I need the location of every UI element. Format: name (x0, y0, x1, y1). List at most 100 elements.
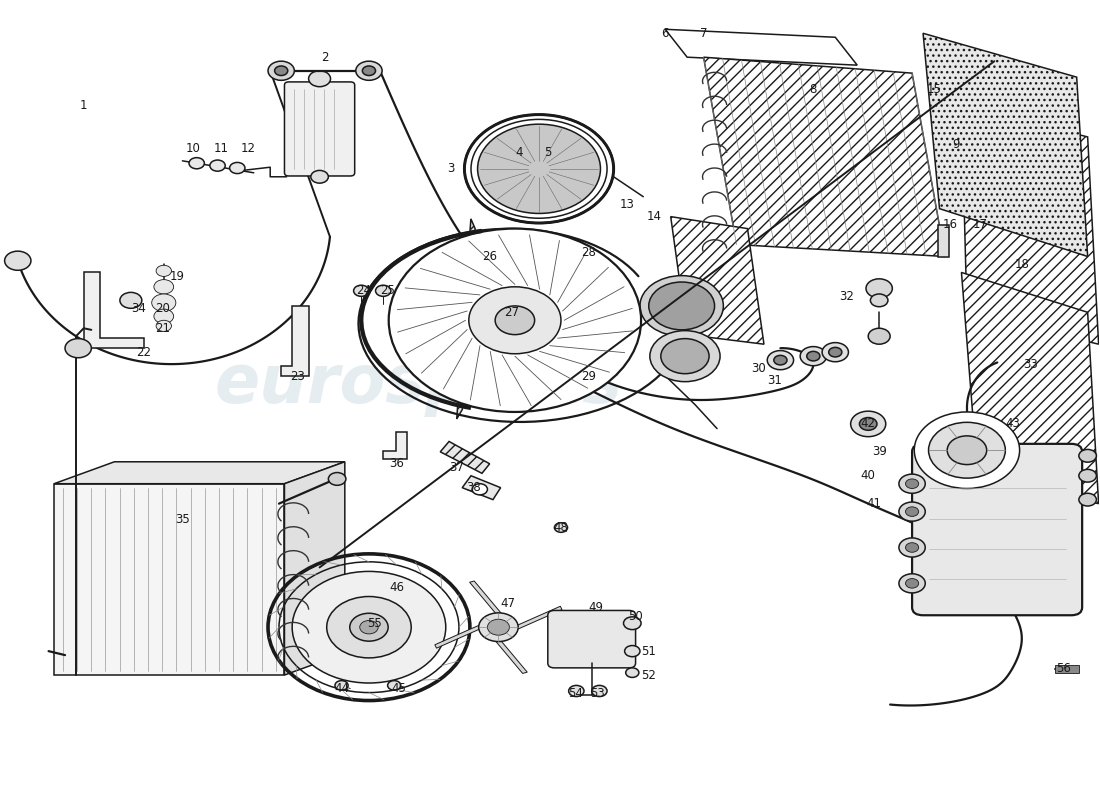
Bar (1055, 665, 1079, 673)
Circle shape (210, 160, 225, 171)
Circle shape (768, 350, 793, 370)
Text: 18: 18 (1014, 258, 1030, 271)
Text: 4: 4 (516, 146, 522, 159)
Circle shape (905, 479, 918, 489)
Text: 13: 13 (619, 198, 635, 211)
Circle shape (905, 542, 918, 552)
Text: 44: 44 (334, 682, 349, 695)
Text: 41: 41 (866, 497, 881, 510)
Text: 26: 26 (482, 250, 497, 263)
Text: 38: 38 (465, 481, 481, 494)
Circle shape (899, 538, 925, 557)
Text: 19: 19 (169, 270, 185, 283)
Circle shape (464, 114, 614, 223)
Circle shape (154, 280, 174, 294)
Circle shape (828, 347, 842, 357)
FancyBboxPatch shape (285, 82, 354, 176)
Circle shape (905, 507, 918, 516)
Circle shape (773, 355, 786, 365)
Text: 17: 17 (972, 218, 988, 231)
Circle shape (624, 617, 641, 630)
Polygon shape (671, 217, 764, 344)
Polygon shape (961, 105, 1099, 344)
Circle shape (947, 436, 987, 465)
Circle shape (360, 621, 378, 634)
Polygon shape (508, 606, 562, 633)
Text: 14: 14 (647, 210, 662, 223)
Text: 5: 5 (544, 146, 551, 159)
Polygon shape (84, 273, 144, 348)
Text: 23: 23 (290, 370, 305, 382)
Polygon shape (470, 581, 506, 620)
Circle shape (1079, 470, 1097, 482)
Circle shape (822, 342, 848, 362)
Circle shape (472, 484, 487, 495)
Text: 42: 42 (860, 418, 876, 430)
Text: 31: 31 (768, 374, 782, 386)
Text: 29: 29 (581, 370, 596, 382)
Circle shape (311, 170, 329, 183)
Text: 21: 21 (155, 322, 170, 334)
Polygon shape (456, 219, 475, 419)
Text: 16: 16 (943, 218, 958, 231)
Text: 11: 11 (213, 142, 229, 155)
Circle shape (495, 306, 535, 334)
Circle shape (4, 251, 31, 270)
Text: 45: 45 (392, 682, 406, 695)
Polygon shape (961, 273, 1099, 504)
Circle shape (477, 124, 601, 214)
Text: 53: 53 (590, 687, 605, 700)
Text: 15: 15 (926, 82, 942, 95)
Circle shape (469, 286, 561, 354)
FancyBboxPatch shape (912, 444, 1082, 615)
Circle shape (899, 502, 925, 521)
Circle shape (334, 681, 348, 690)
Text: 20: 20 (155, 302, 170, 315)
Bar (938, 225, 949, 257)
Circle shape (1079, 450, 1097, 462)
Text: 3: 3 (448, 162, 455, 175)
Circle shape (661, 338, 710, 374)
Text: 40: 40 (861, 470, 876, 482)
Text: 56: 56 (1056, 662, 1071, 675)
Circle shape (850, 411, 886, 437)
Circle shape (899, 474, 925, 494)
Circle shape (268, 61, 295, 80)
Circle shape (649, 282, 715, 330)
Circle shape (800, 346, 826, 366)
Circle shape (120, 292, 142, 308)
Text: 35: 35 (175, 513, 190, 526)
Circle shape (230, 162, 245, 174)
Text: 32: 32 (839, 290, 854, 303)
Polygon shape (923, 34, 1088, 257)
Circle shape (650, 330, 721, 382)
Circle shape (487, 619, 509, 635)
Text: 52: 52 (641, 669, 657, 682)
Text: 22: 22 (136, 346, 152, 358)
Circle shape (859, 418, 877, 430)
Text: 10: 10 (186, 142, 201, 155)
Circle shape (592, 686, 607, 697)
Circle shape (362, 66, 375, 75)
Circle shape (353, 286, 369, 296)
Text: 37: 37 (449, 462, 464, 474)
Circle shape (806, 351, 820, 361)
Text: 2: 2 (321, 50, 329, 64)
Text: 24: 24 (356, 284, 371, 298)
Circle shape (388, 229, 641, 412)
Circle shape (375, 286, 390, 296)
Circle shape (293, 571, 446, 683)
Polygon shape (285, 462, 344, 675)
Circle shape (156, 320, 172, 331)
Polygon shape (434, 622, 488, 648)
Circle shape (914, 412, 1020, 489)
Text: 49: 49 (588, 601, 604, 614)
Circle shape (868, 328, 890, 344)
Circle shape (1079, 494, 1097, 506)
Circle shape (625, 646, 640, 657)
Polygon shape (54, 462, 344, 484)
Text: 55: 55 (367, 617, 382, 630)
Text: 7: 7 (700, 26, 707, 40)
Circle shape (275, 66, 288, 75)
Circle shape (870, 294, 888, 306)
